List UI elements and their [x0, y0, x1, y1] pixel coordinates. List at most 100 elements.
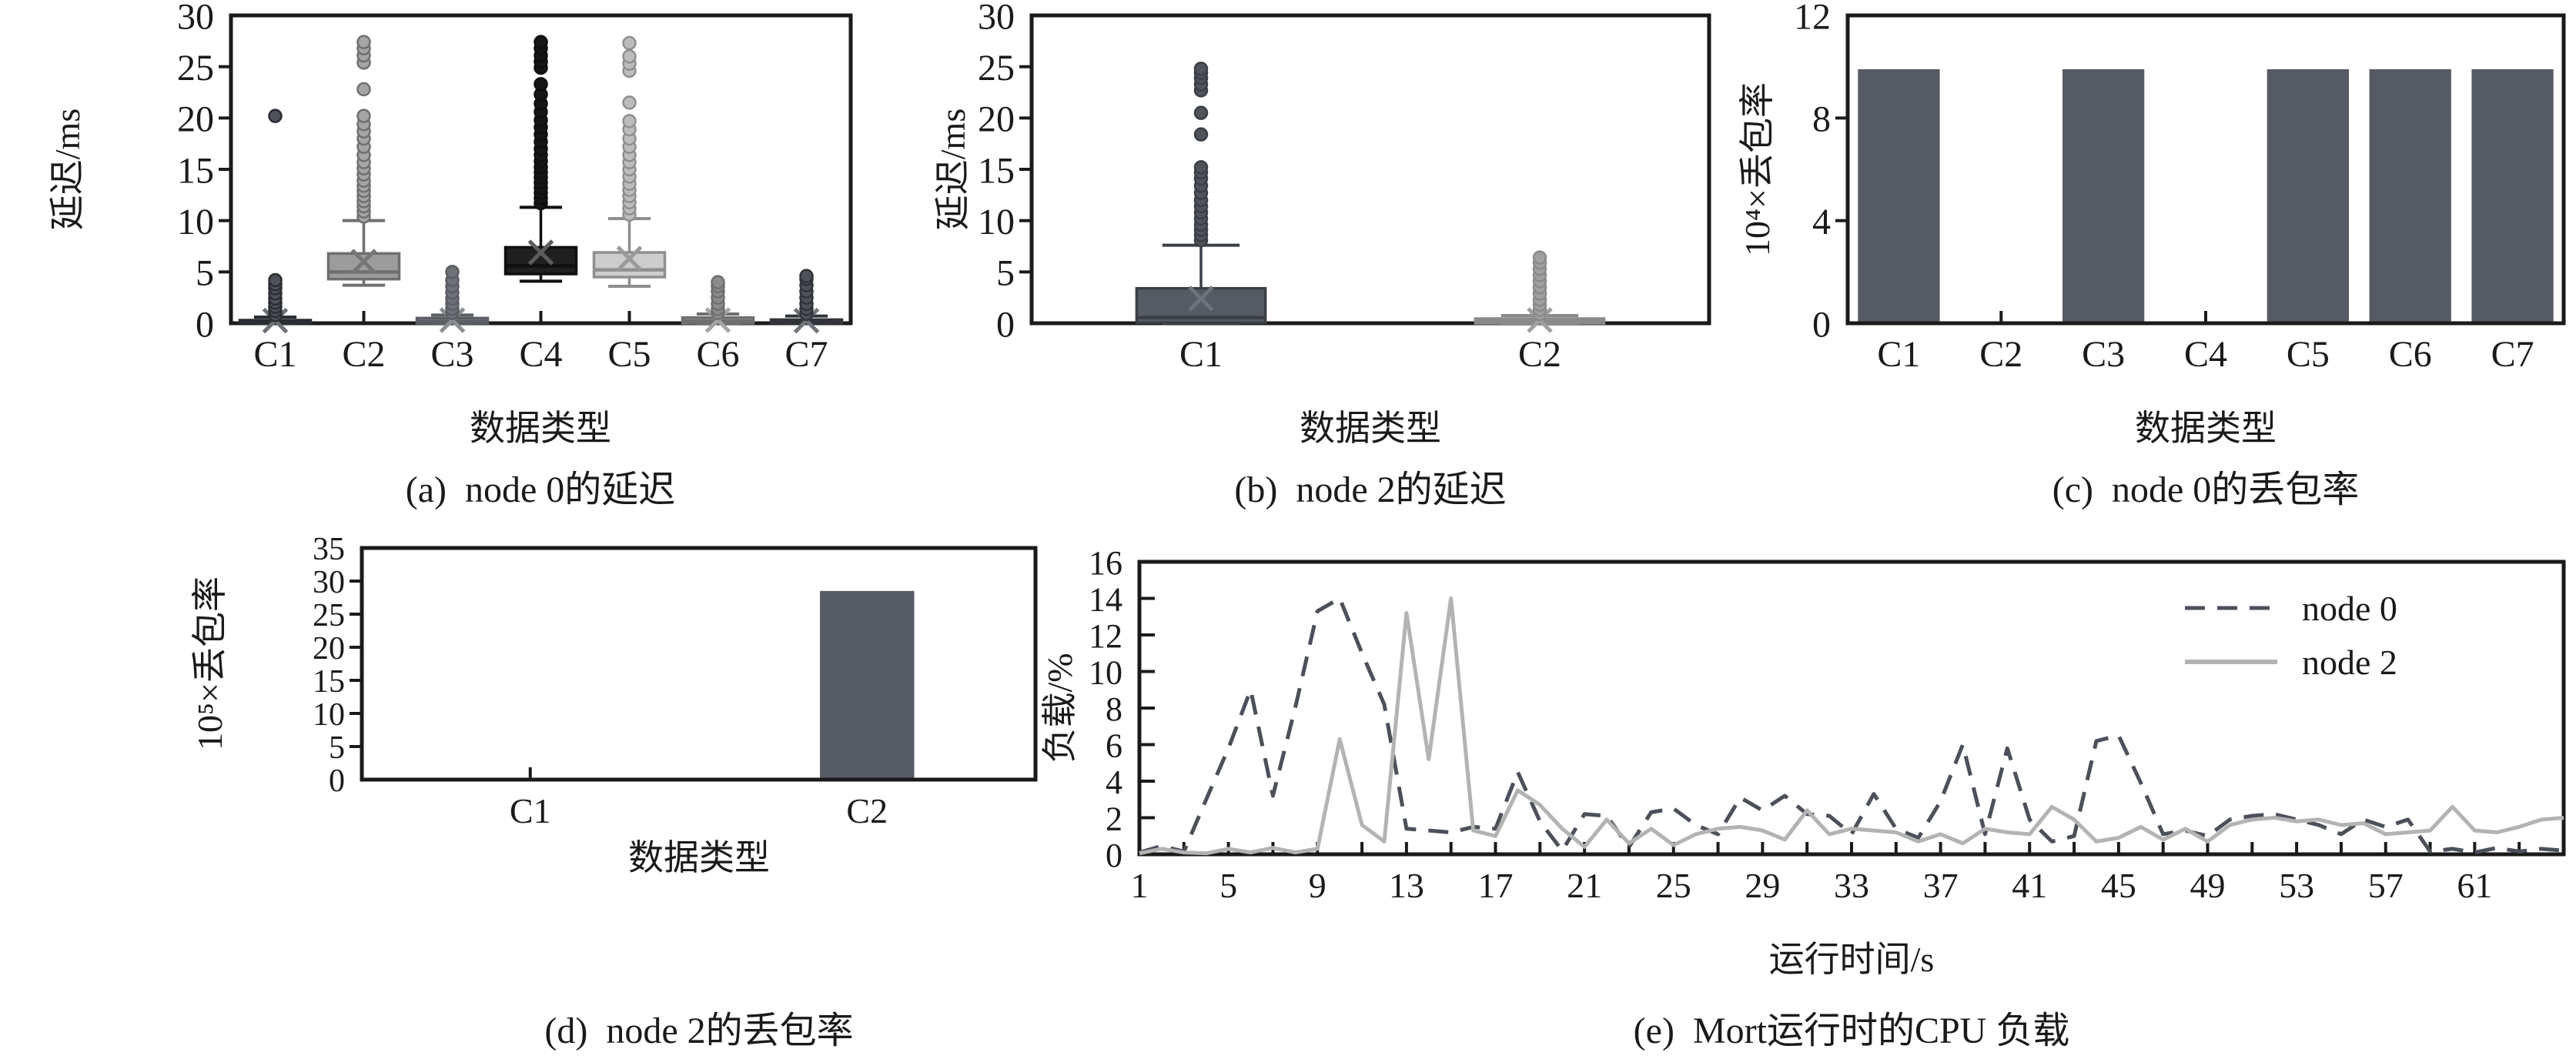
x-category-label: C5 — [2287, 334, 2330, 375]
x-category-label: C1 — [253, 334, 296, 375]
y-tick-label: 14 — [1089, 580, 1122, 618]
ylabel-e: 负载/% — [1040, 653, 1079, 763]
y-tick-label: 5 — [996, 253, 1015, 294]
y-tick-label: 20 — [177, 99, 214, 140]
box-c4 — [503, 35, 578, 283]
outlier-dot — [268, 109, 283, 123]
y-tick-label: 10 — [177, 202, 214, 242]
y-tick-label: 25 — [177, 48, 214, 89]
ylabel-a: 延迟/ms — [48, 109, 87, 230]
x-tick-label: 17 — [1478, 866, 1514, 905]
bar-c5 — [2267, 69, 2349, 322]
box-c1 — [238, 109, 313, 334]
y-tick-label: 16 — [1089, 544, 1122, 582]
x-category-label: C2 — [1979, 334, 2022, 375]
box-c3 — [415, 265, 490, 333]
box-c5 — [592, 35, 667, 288]
mean-x-marker — [350, 249, 377, 275]
outlier-dot — [356, 82, 371, 97]
y-tick-label: 12 — [1794, 0, 1831, 37]
xlabel-e: 运行时间/s — [1769, 940, 1935, 979]
y-tick-label: 6 — [1106, 727, 1122, 764]
y-tick-label: 10 — [313, 697, 345, 733]
chart-a-plot: 0 5 10 15 20 25 30 C1 C2 C3 C4 C5 C6 C7 — [177, 0, 853, 375]
xlabel-c: 数据类型 — [2135, 409, 2277, 448]
x-category-label: C5 — [607, 334, 651, 375]
mean-x-marker — [439, 307, 466, 333]
x-category-label: C4 — [519, 334, 562, 375]
y-tick-label: 15 — [313, 664, 345, 700]
x-category-label: C1 — [1179, 334, 1223, 375]
box-c7 — [769, 269, 844, 334]
legend-node2-label: node 2 — [2302, 643, 2397, 682]
x-tick-label: 5 — [1219, 866, 1237, 905]
chart-b-plot: 0 5 10 15 20 25 30 C1 C2 — [978, 0, 1711, 375]
series-line-node-2 — [1139, 596, 2564, 856]
y-tick-label: 5 — [329, 730, 345, 766]
x-category-label: C3 — [2082, 334, 2125, 375]
ylabel-c: 10⁴×丢包率 — [1738, 82, 1777, 256]
y-tick-label: 25 — [313, 598, 345, 633]
plot-border — [1845, 13, 2566, 326]
legend-node0-label: node 0 — [2302, 589, 2397, 628]
chart-c-plot: 0 4 8 12 C1 C2 C3 C4 C5 C6 C7 — [1794, 0, 2566, 375]
y-tick-label: 35 — [313, 532, 345, 567]
box-c6 — [681, 275, 755, 333]
y-tick-label: 30 — [978, 0, 1015, 37]
y-tick-label: 10 — [978, 202, 1015, 242]
series-line-node-0 — [1139, 596, 2564, 855]
x-tick-label: 21 — [1567, 866, 1602, 905]
x-tick-label: 45 — [2101, 866, 2136, 905]
outlier-dot — [445, 265, 460, 279]
outlier-dot — [1193, 62, 1209, 76]
y-tick-label: 15 — [177, 150, 214, 191]
x-tick-label: 49 — [2190, 866, 2226, 905]
outlier-dot — [1193, 127, 1209, 142]
ylabel-b: 延迟/ms — [933, 109, 972, 230]
ylabel-d: 10⁵×丢包率 — [190, 576, 229, 750]
y-tick-label: 30 — [313, 565, 345, 600]
y-tick-label: 10 — [1089, 653, 1122, 691]
y-tick-label: 15 — [978, 150, 1015, 191]
bar-c6 — [2369, 69, 2451, 322]
x-category-label: C7 — [2491, 334, 2534, 375]
outlier-dot — [356, 35, 371, 49]
y-tick-label: 8 — [1812, 99, 1831, 140]
outlier-dot — [711, 275, 725, 289]
caption-c: (c) node 0的丢包率 — [2052, 469, 2360, 510]
xlabel-d: 数据类型 — [628, 838, 770, 877]
outlier-dot — [622, 95, 637, 110]
x-category-label: C2 — [846, 791, 888, 830]
x-tick-label: 9 — [1309, 866, 1326, 905]
x-tick-label: 1 — [1131, 866, 1149, 905]
x-tick-label: 57 — [2368, 866, 2404, 905]
box-c2 — [326, 35, 401, 287]
x-tick-label: 53 — [2279, 866, 2314, 905]
x-tick-label: 13 — [1389, 866, 1424, 905]
outlier-dot — [622, 35, 637, 51]
outlier-dot — [1193, 105, 1209, 120]
plot-border — [1029, 13, 1711, 326]
box-rect — [326, 252, 401, 281]
x-category-label: C1 — [510, 791, 551, 830]
y-tick-label: 4 — [1106, 763, 1122, 801]
y-tick-label: 0 — [996, 304, 1015, 345]
plot-border — [360, 546, 1038, 782]
x-category-label: C6 — [2389, 334, 2432, 375]
y-tick-label: 0 — [329, 763, 345, 799]
x-category-label: C6 — [696, 334, 739, 375]
x-tick-label: 29 — [1745, 866, 1780, 905]
mean-x-marker — [704, 307, 731, 333]
y-tick-label: 8 — [1106, 690, 1122, 728]
x-tick-label: 33 — [1834, 866, 1869, 905]
x-tick-label: 25 — [1656, 866, 1691, 905]
legend: node 0 node 2 — [2185, 589, 2397, 682]
box-c1 — [1135, 62, 1267, 325]
y-tick-label: 25 — [978, 48, 1015, 89]
bar-c7 — [2471, 69, 2554, 322]
caption-e: (e) Mort运行时的CPU 负载 — [1634, 1011, 2070, 1051]
mean-x-marker — [616, 246, 643, 272]
